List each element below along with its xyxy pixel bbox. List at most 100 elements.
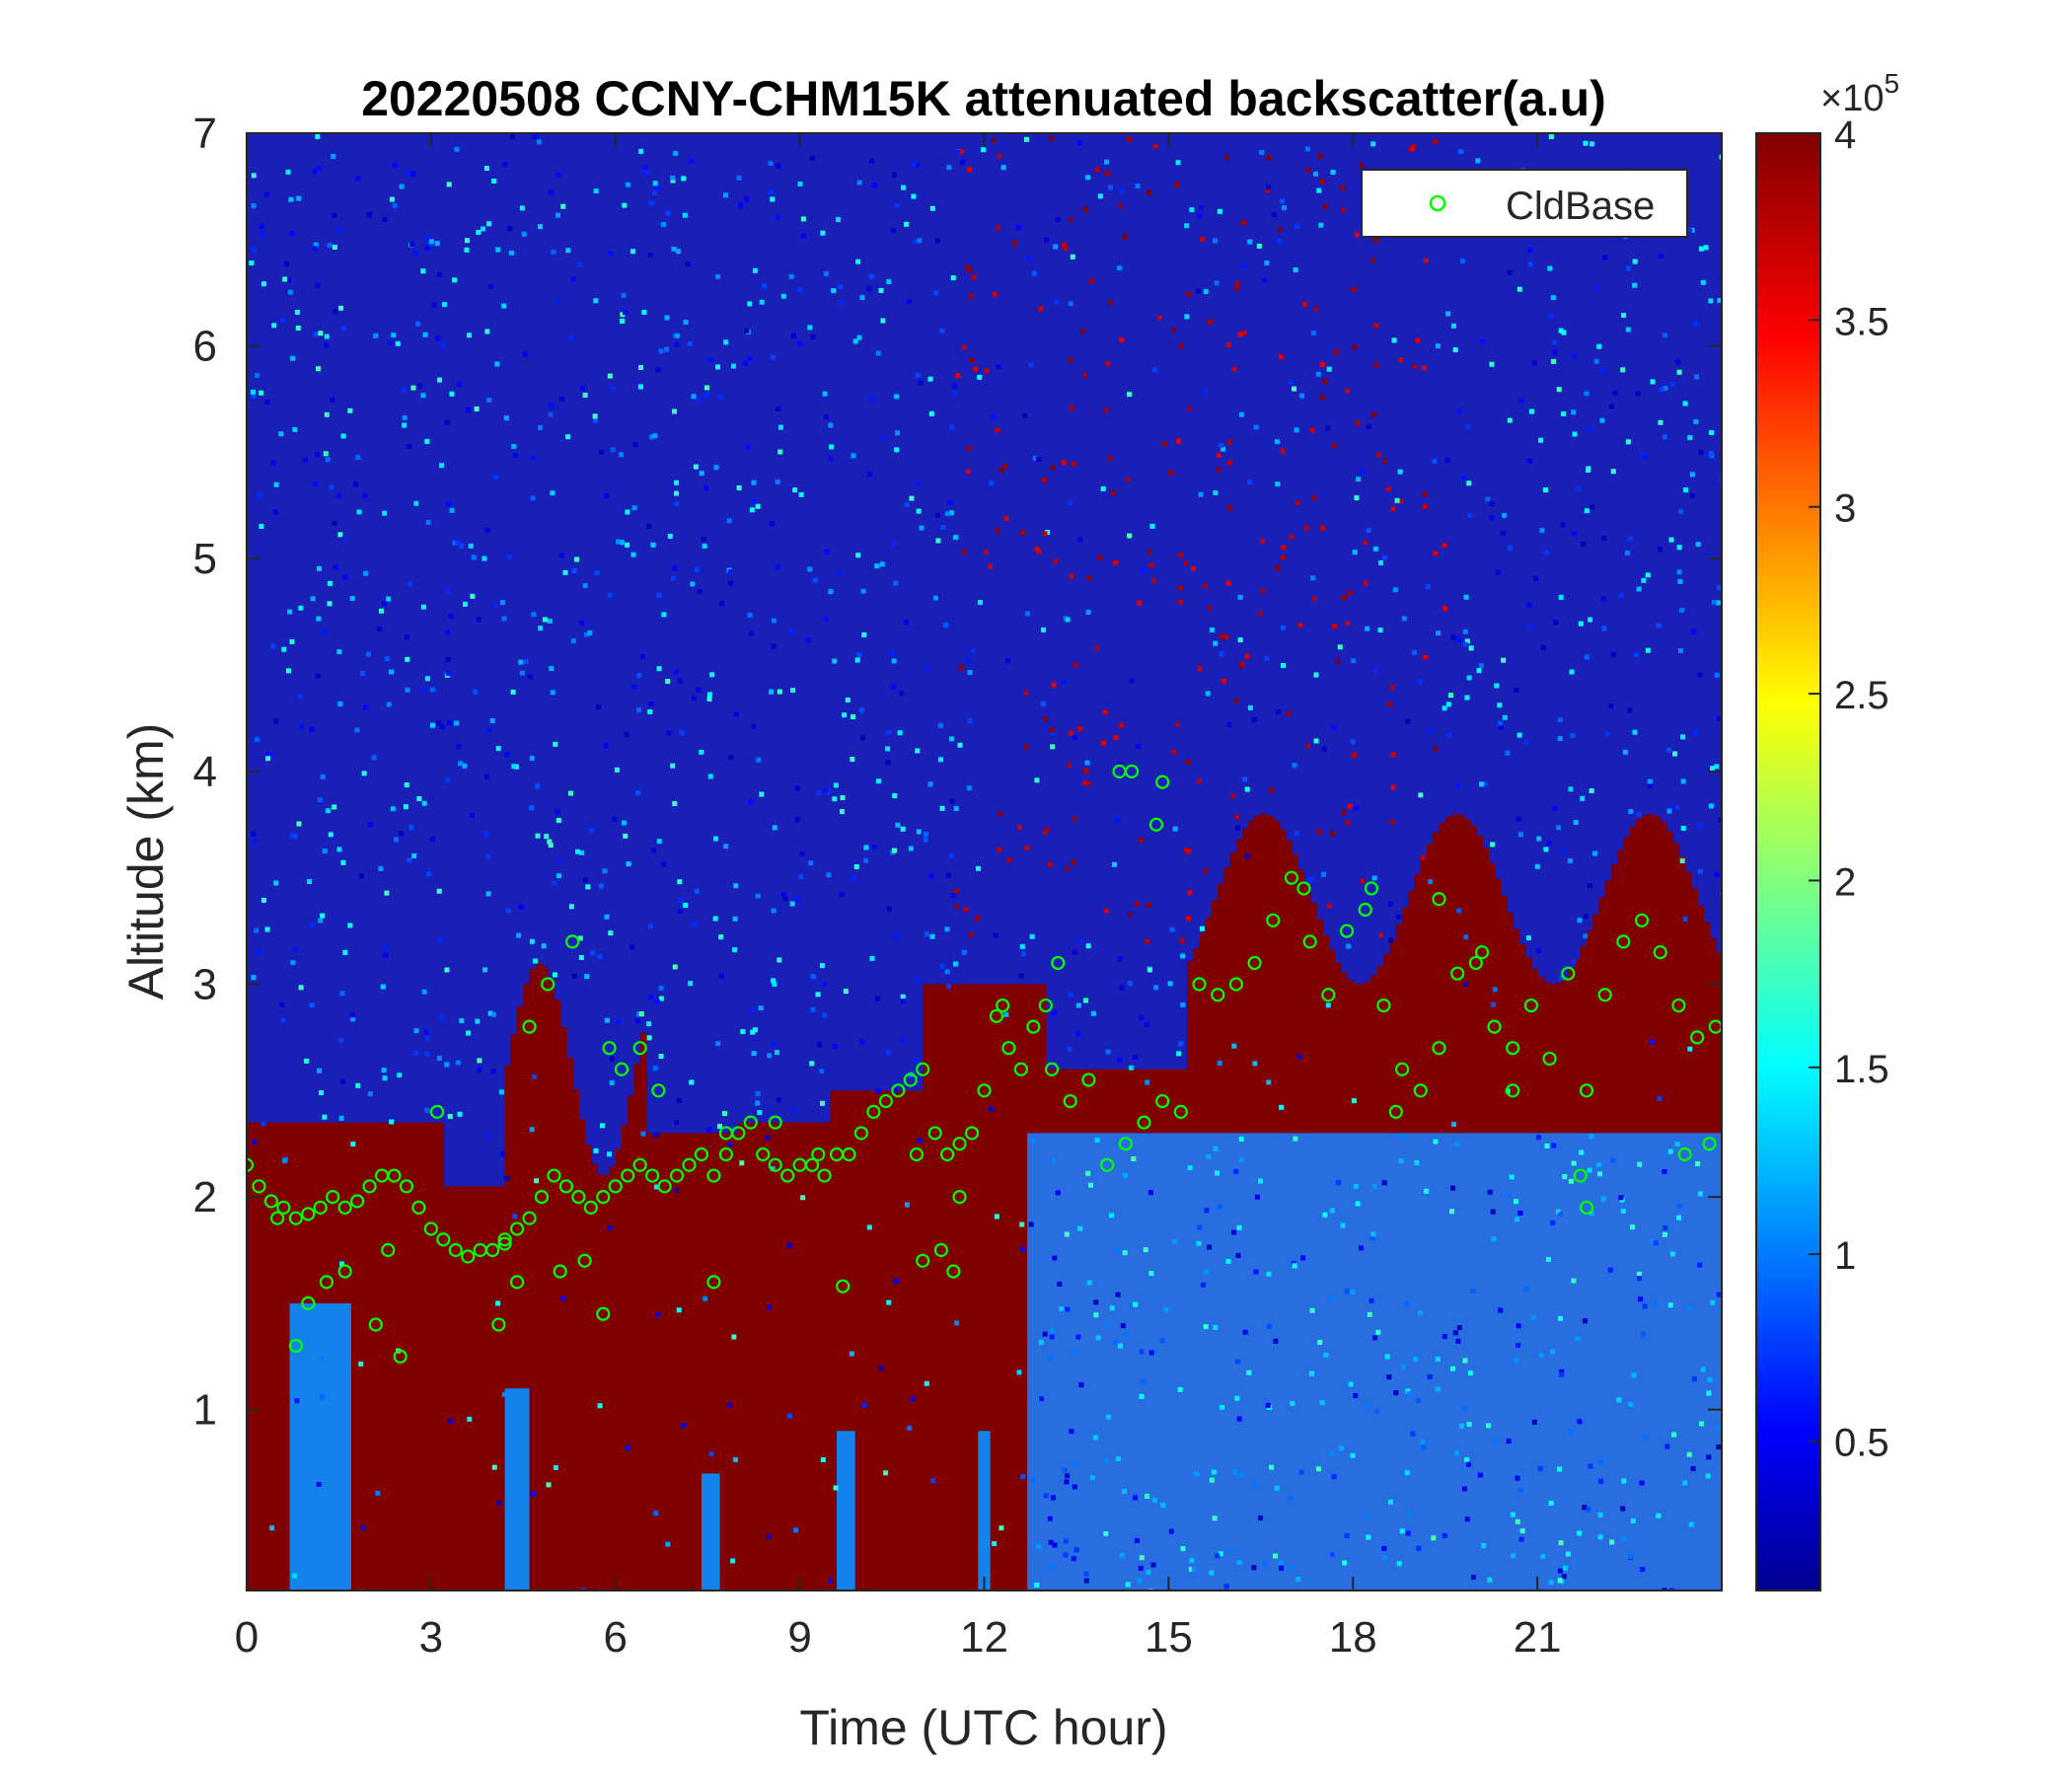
- cldbase-point: [1487, 1019, 1502, 1034]
- heatmap-speckle: [1716, 1444, 1722, 1450]
- heatmap-speckle: [775, 564, 780, 570]
- heatmap-speckle: [1698, 449, 1704, 455]
- heatmap-speckle: [436, 1056, 442, 1062]
- heatmap-speckle: [1476, 668, 1482, 674]
- heatmap-cell: [818, 1122, 826, 1591]
- heatmap-speckle: [647, 253, 653, 259]
- heatmap-speckle: [1466, 675, 1472, 681]
- heatmap-cell: [548, 979, 555, 1591]
- heatmap-speckle: [1028, 1221, 1034, 1227]
- heatmap-speckle: [928, 873, 934, 879]
- x-tick-label: 3: [419, 1613, 443, 1662]
- heatmap-speckle: [1197, 1224, 1203, 1230]
- heatmap-speckle: [1317, 153, 1323, 159]
- heatmap-cell: [972, 984, 980, 1591]
- heatmap-speckle: [1072, 816, 1077, 822]
- heatmap-speckle: [661, 222, 667, 228]
- heatmap-speckle: [1462, 641, 1468, 647]
- heatmap-speckle: [1139, 1393, 1145, 1399]
- heatmap-speckle: [1597, 1512, 1603, 1517]
- heatmap-speckle: [384, 656, 390, 662]
- heatmap-cell: [1598, 897, 1606, 1134]
- heatmap-cell: [1138, 1133, 1146, 1591]
- heatmap-cell: [1205, 917, 1213, 1134]
- heatmap-speckle: [1308, 1370, 1314, 1376]
- heatmap-speckle: [1251, 1565, 1257, 1571]
- heatmap-speckle: [879, 435, 885, 441]
- heatmap-cell: [713, 1133, 721, 1591]
- heatmap-speckle: [1333, 349, 1339, 355]
- heatmap-speckle: [579, 621, 585, 627]
- heatmap-cell: [400, 1122, 407, 1591]
- heatmap-speckle: [692, 921, 698, 926]
- heatmap-speckle: [745, 444, 751, 450]
- heatmap-speckle: [559, 396, 565, 402]
- heatmap-speckle: [310, 596, 316, 602]
- heatmap-speckle: [1072, 1484, 1077, 1490]
- heatmap-speckle: [1341, 810, 1347, 816]
- heatmap-cell: [1433, 1133, 1441, 1591]
- heatmap-speckle: [653, 1132, 659, 1138]
- heatmap-speckle: [1059, 1305, 1065, 1311]
- heatmap-speckle: [971, 274, 977, 280]
- heatmap-cell: [1389, 1133, 1397, 1591]
- heatmap-cell: [615, 1148, 623, 1591]
- heatmap-speckle: [1115, 817, 1121, 823]
- heatmap-speckle: [851, 875, 856, 881]
- heatmap-speckle: [1421, 365, 1427, 371]
- heatmap-speckle: [1708, 803, 1714, 809]
- heatmap-speckle: [473, 689, 479, 695]
- heatmap-speckle: [1316, 187, 1322, 193]
- heatmap-speckle: [1612, 390, 1618, 396]
- heatmap-speckle: [325, 808, 331, 814]
- heatmap-speckle: [603, 743, 609, 749]
- heatmap-speckle: [1639, 1480, 1645, 1486]
- heatmap-speckle: [1387, 901, 1393, 907]
- heatmap-speckle: [1507, 1191, 1513, 1197]
- heatmap-speckle: [365, 651, 371, 657]
- heatmap-speckle: [382, 1075, 388, 1081]
- heatmap-speckle: [1707, 1376, 1713, 1382]
- heatmap-speckle: [358, 873, 364, 879]
- heatmap-speckle: [251, 831, 257, 837]
- heatmap-speckle: [646, 1035, 652, 1041]
- heatmap-speckle: [906, 299, 912, 305]
- heatmap-speckle: [490, 1069, 496, 1074]
- heatmap-speckle: [575, 849, 581, 854]
- heatmap-speckle: [445, 656, 451, 662]
- heatmap-speckle: [967, 670, 973, 676]
- heatmap-cell: [1450, 1133, 1458, 1591]
- heatmap-speckle: [718, 973, 724, 979]
- heatmap-speckle: [1115, 1455, 1121, 1461]
- heatmap-speckle: [755, 503, 761, 509]
- heatmap-speckle: [298, 985, 304, 991]
- heatmap-speckle: [904, 620, 910, 626]
- heatmap-speckle: [1497, 703, 1503, 708]
- heatmap-speckle: [983, 1583, 989, 1589]
- heatmap-speckle: [1329, 1295, 1335, 1301]
- heatmap-speckle: [1090, 1010, 1096, 1016]
- heatmap-speckle: [664, 346, 670, 352]
- heatmap-speckle: [1359, 162, 1365, 168]
- heatmap-speckle: [1104, 159, 1110, 165]
- cldbase-scatter: [247, 764, 1722, 1364]
- heatmap-speckle: [288, 196, 294, 202]
- heatmap-speckle: [654, 185, 660, 190]
- heatmap-speckle: [1449, 1366, 1455, 1371]
- heatmap-speckle: [636, 673, 642, 679]
- heatmap-speckle: [1689, 493, 1695, 499]
- heatmap-cell: [1678, 1133, 1686, 1591]
- heatmap-speckle: [904, 1202, 910, 1208]
- heatmap-speckle: [1020, 1474, 1026, 1480]
- heatmap-cell: [1697, 905, 1705, 1134]
- heatmap-speckle: [1507, 269, 1513, 275]
- heatmap-speckle: [1697, 1262, 1703, 1268]
- heatmap-speckle: [631, 505, 637, 511]
- heatmap-speckle: [1200, 1282, 1206, 1288]
- heatmap-speckle: [1716, 1292, 1722, 1297]
- heatmap-speckle: [1197, 213, 1203, 219]
- heatmap-speckle: [604, 1017, 610, 1023]
- heatmap-speckle: [444, 967, 450, 973]
- heatmap-speckle: [635, 790, 641, 796]
- heatmap-speckle: [1433, 746, 1439, 752]
